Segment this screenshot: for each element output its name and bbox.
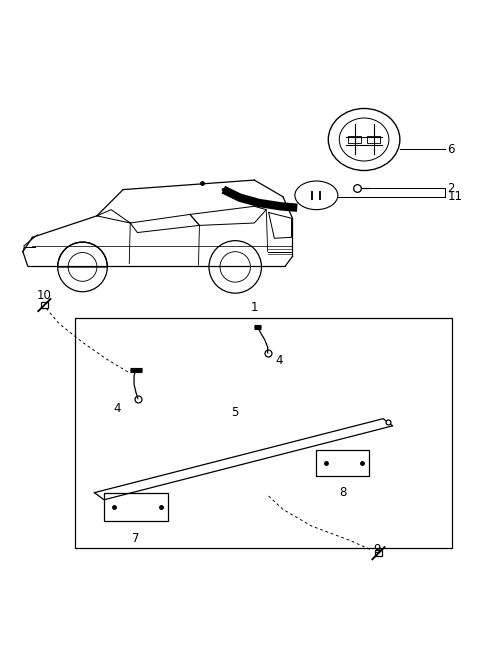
Bar — [367, 136, 380, 143]
Text: 5: 5 — [231, 405, 239, 419]
Text: 10: 10 — [37, 289, 52, 302]
Bar — [104, 493, 168, 522]
Bar — [75, 318, 452, 548]
Text: 9: 9 — [373, 543, 381, 556]
Text: 8: 8 — [339, 487, 346, 499]
Bar — [40, 302, 48, 308]
Bar — [316, 450, 369, 476]
Text: 7: 7 — [132, 532, 140, 545]
Bar — [374, 550, 382, 556]
Text: 4: 4 — [276, 354, 283, 367]
Text: 11: 11 — [447, 190, 463, 203]
Bar — [348, 136, 361, 143]
Text: 4: 4 — [113, 402, 120, 415]
Text: 2: 2 — [447, 182, 455, 195]
Text: 6: 6 — [447, 142, 455, 155]
Text: 1: 1 — [251, 300, 258, 314]
